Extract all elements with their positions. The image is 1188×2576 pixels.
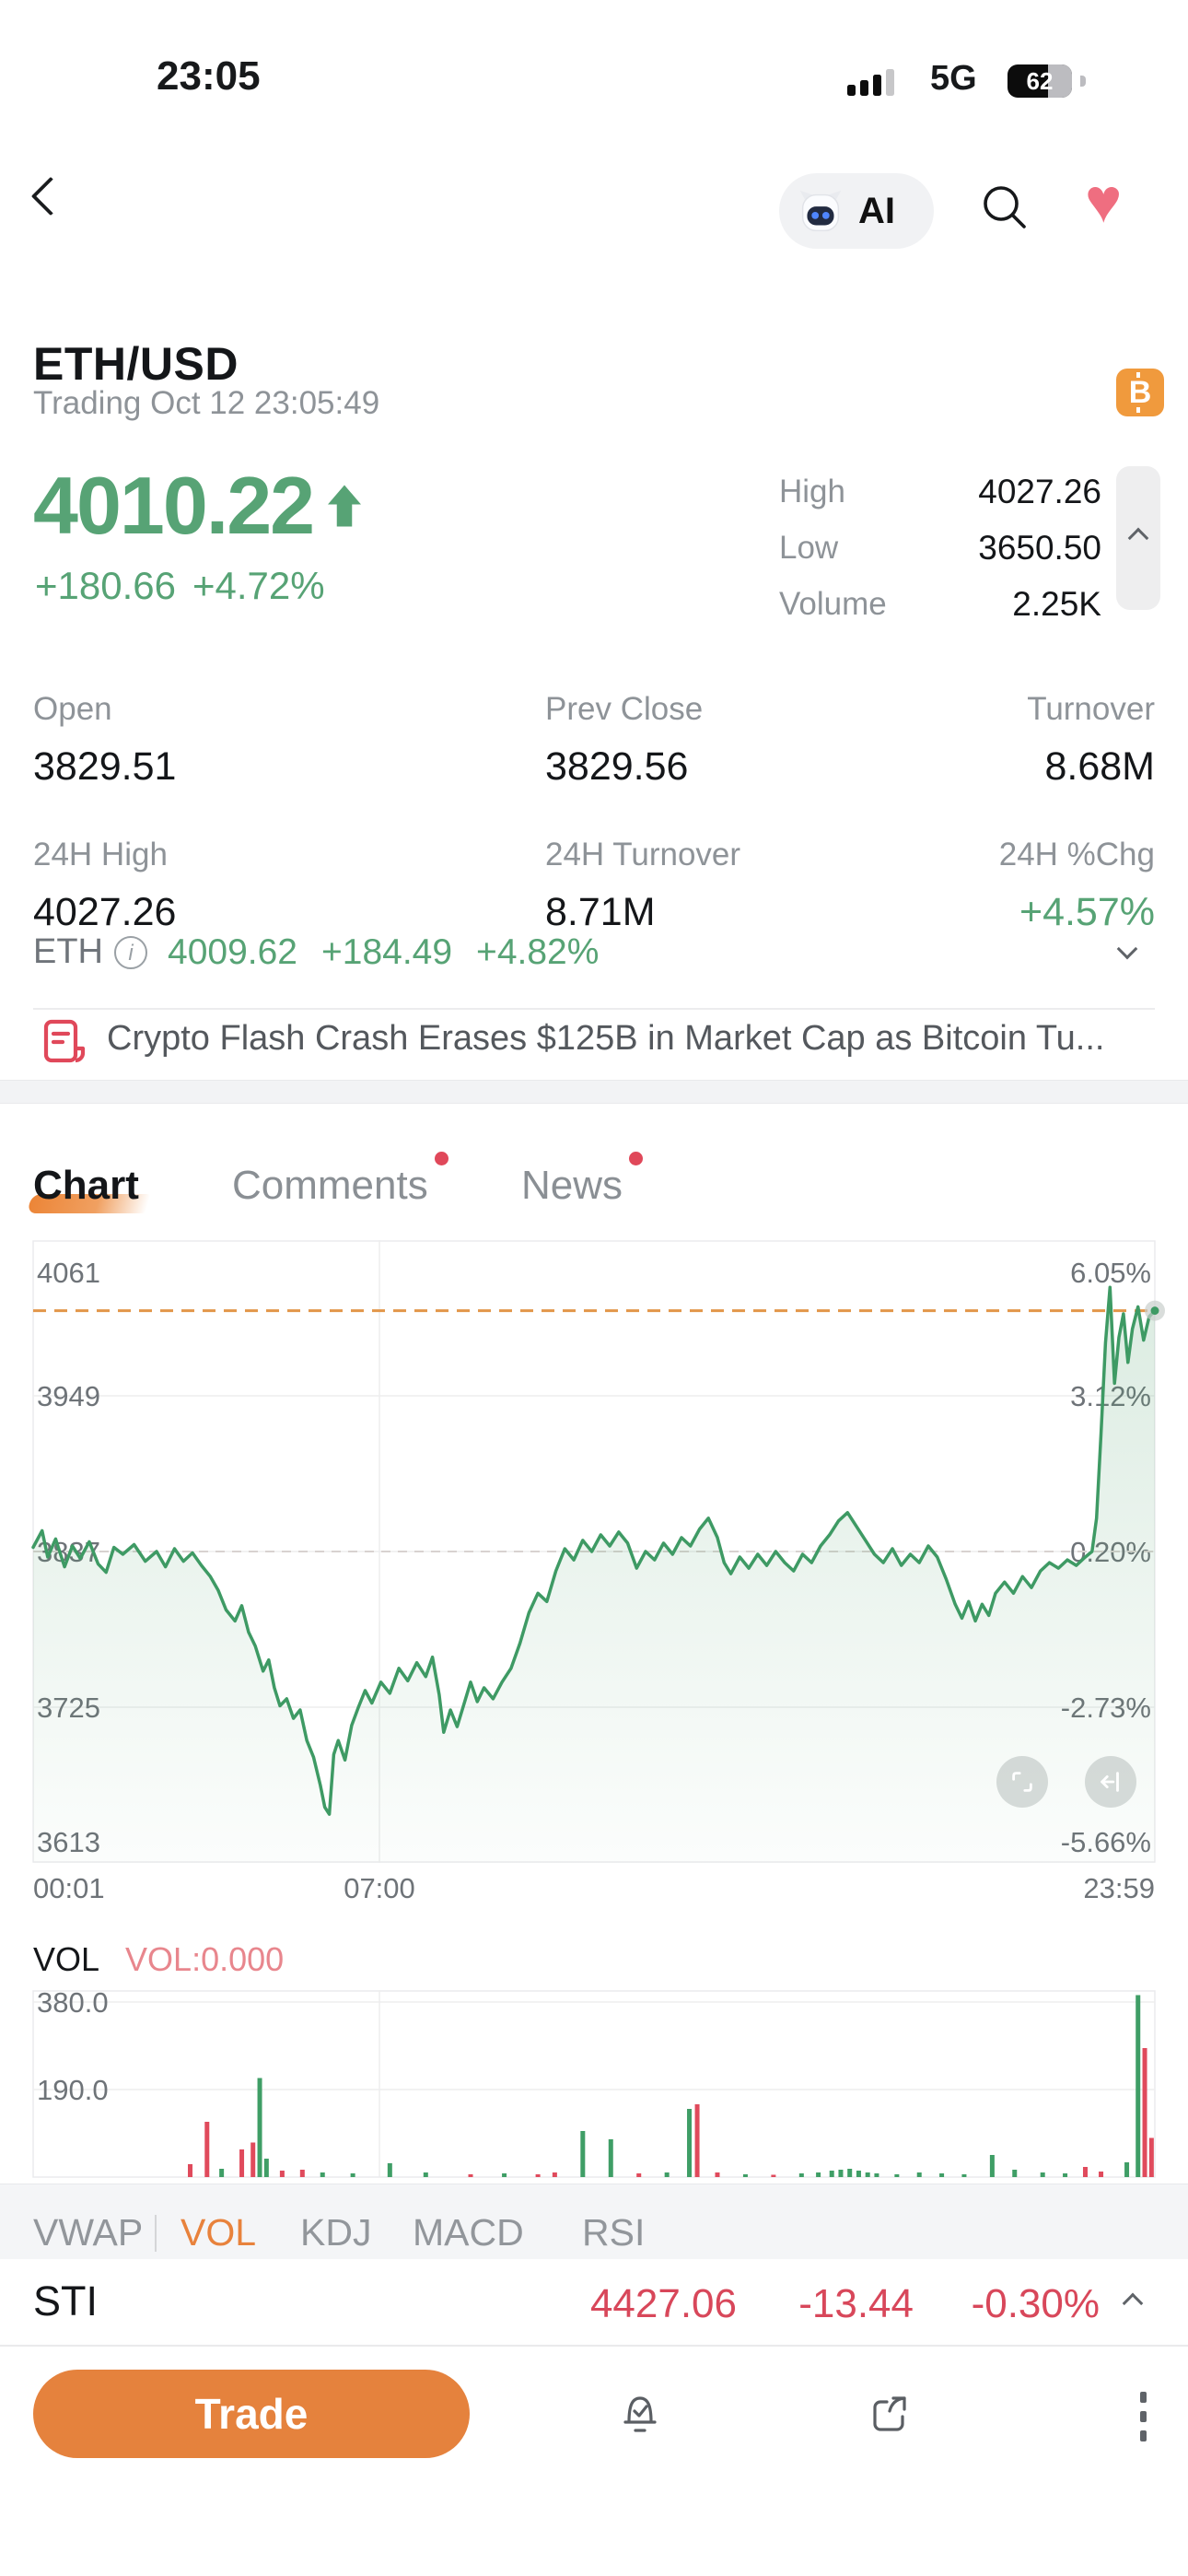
svg-text:07:00: 07:00 <box>344 1872 415 1903</box>
battery-icon: 62 <box>1007 64 1086 98</box>
favorite-heart-icon[interactable]: ♥ <box>1085 166 1123 236</box>
volume-header: VOL VOL:0.000 <box>33 1940 284 1979</box>
price-change: +180.66 +4.72% <box>35 564 325 608</box>
underlying-change-pct: +4.82% <box>476 932 600 972</box>
section-separator <box>0 1080 1188 1104</box>
price-up-arrow-icon <box>328 485 362 527</box>
change-percent: +4.72% <box>192 564 325 607</box>
divider <box>33 1008 1155 1010</box>
trade-button[interactable]: Trade <box>33 2370 470 2458</box>
stat-turnover: Turnover 8.68M <box>1027 691 1155 789</box>
search-icon[interactable] <box>978 181 1031 234</box>
notification-dot <box>434 1152 448 1165</box>
robot-icon <box>799 190 842 232</box>
indicator-kdj[interactable]: KDJ <box>300 2211 372 2254</box>
ai-label: AI <box>858 190 895 231</box>
battery-percent: 62 <box>1026 67 1054 95</box>
expand-icon <box>1012 1772 1032 1792</box>
svg-text:380.0: 380.0 <box>37 1990 109 2019</box>
index-price: 4427.06 <box>589 2281 737 2326</box>
indicator-rsi[interactable]: RSI <box>582 2211 646 2254</box>
svg-text:00:01: 00:01 <box>33 1872 105 1903</box>
page-title: ETH/USD <box>33 338 239 390</box>
stat-24h-pct-chg: 24H %Chg +4.57% <box>998 837 1155 934</box>
skip-to-end-icon <box>1101 1772 1119 1792</box>
more-options-icon[interactable] <box>1140 2392 1147 2441</box>
tab-chart[interactable]: Chart <box>33 1163 139 1208</box>
index-symbol: STI <box>33 2277 99 2324</box>
underlying-change: +184.49 <box>320 932 453 972</box>
svg-text:4061: 4061 <box>37 1257 100 1289</box>
expand-underlying-chevron-icon[interactable] <box>1116 938 1138 960</box>
status-time: 23:05 <box>157 53 261 99</box>
tab-comments[interactable]: Comments <box>232 1152 448 1209</box>
volume-chart[interactable]: 380.0 190.0 <box>0 1990 1188 2179</box>
indicator-band <box>0 2184 1188 2259</box>
collapse-stats-button[interactable] <box>1116 466 1160 610</box>
jump-to-latest-button[interactable] <box>1085 1756 1136 1808</box>
news-icon <box>43 1019 86 1063</box>
network-type: 5G <box>930 59 977 98</box>
index-change-pct: -0.30% <box>971 2281 1100 2326</box>
side-stats: High 4027.26 Low 3650.50 Volume 2.25K <box>779 463 1101 632</box>
svg-text:6.05%: 6.05% <box>1070 1257 1151 1289</box>
indicator-vol[interactable]: VOL <box>181 2211 257 2254</box>
svg-text:190.0: 190.0 <box>37 2074 109 2106</box>
underlying-symbol: ETH <box>33 932 103 971</box>
volume-value-label: VOL:0.000 <box>125 1940 285 1978</box>
price-alert-bell-icon[interactable] <box>614 2388 666 2440</box>
stat-low: Low 3650.50 <box>779 528 1101 567</box>
tab-news[interactable]: News <box>521 1152 644 1209</box>
stat-24h-turnover: 24H Turnover 8.71M <box>545 837 741 934</box>
share-icon[interactable] <box>863 2388 914 2440</box>
chevron-up-icon <box>1127 527 1149 549</box>
divider <box>0 2345 1188 2347</box>
notification-dot <box>629 1152 644 1165</box>
signal-strength-icon <box>847 68 894 96</box>
index-change: -13.44 <box>798 2281 914 2326</box>
trading-status: Trading Oct 12 23:05:49 <box>33 385 380 421</box>
back-icon[interactable] <box>30 176 71 217</box>
crypto-badge-icon: B <box>1116 369 1164 416</box>
stat-volume: Volume 2.25K <box>779 584 1101 623</box>
svg-text:23:59: 23:59 <box>1083 1872 1155 1903</box>
stat-24h-high: 24H High 4027.26 <box>33 837 177 934</box>
change-value: +180.66 <box>35 564 176 607</box>
volume-title: VOL <box>33 1940 100 1978</box>
stat-high: High 4027.26 <box>779 472 1101 510</box>
collapse-index-chevron-icon[interactable] <box>1122 2292 1144 2314</box>
info-icon[interactable]: i <box>114 936 147 969</box>
indicator-macd[interactable]: MACD <box>413 2211 524 2254</box>
fullscreen-chart-button[interactable] <box>996 1756 1048 1808</box>
price-chart[interactable]: 40616.05%39493.12%38370.20%3725-2.73%361… <box>0 1240 1188 1903</box>
underlying-price: 4009.62 <box>168 932 297 972</box>
ai-assistant-button[interactable]: AI <box>779 173 934 249</box>
indicator-separator <box>155 2215 157 2252</box>
stat-prev-close: Prev Close 3829.56 <box>545 691 704 789</box>
last-price: 4010.22 <box>33 460 315 551</box>
news-headline[interactable]: Crypto Flash Crash Erases $125B in Marke… <box>107 1019 1105 1058</box>
underlying-quote: 4009.62 +184.49 +4.82% <box>168 932 599 973</box>
indicator-vwap[interactable]: VWAP <box>33 2211 144 2254</box>
svg-text:3949: 3949 <box>37 1380 100 1412</box>
stat-open: Open 3829.51 <box>33 691 177 789</box>
